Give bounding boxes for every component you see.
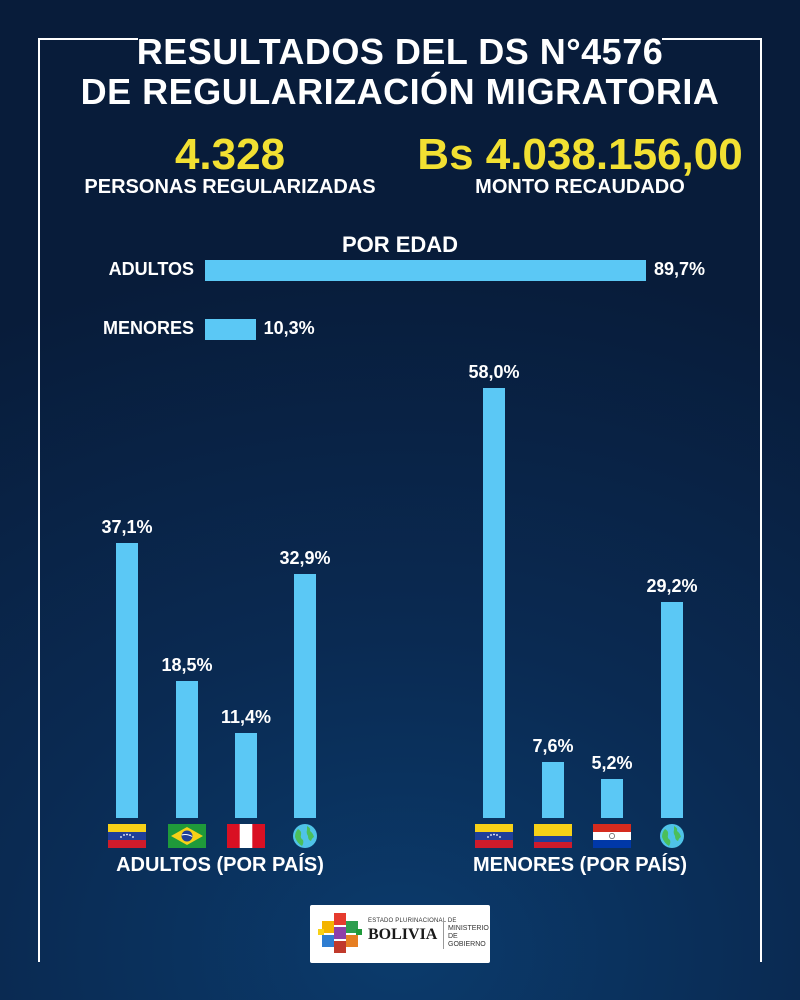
minors-value-venezuela: 58,0% xyxy=(468,362,520,382)
venezuela-flag-icon xyxy=(475,824,513,848)
logo-state-text: ESTADO PLURINACIONAL DE xyxy=(368,918,457,924)
adults-value-brazil: 18,5% xyxy=(161,654,213,675)
bolivia-government-logo: ESTADO PLURINACIONAL DE BOLIVIA MINISTER… xyxy=(310,905,490,963)
paraguay-flag-icon xyxy=(593,824,631,848)
age-label-adults: ADULTOS xyxy=(108,259,194,279)
brazil-flag-icon xyxy=(168,824,206,848)
venezuela-flag-icon xyxy=(108,824,146,848)
title-line-1: RESULTADOS DEL DS N°4576 xyxy=(136,31,664,72)
age-bar-minors xyxy=(205,319,256,340)
adults-bar-venezuela xyxy=(116,542,138,818)
adults-bar-brazil xyxy=(176,680,198,818)
minors-bar-other xyxy=(661,601,683,818)
age-value-minors: 10,3% xyxy=(263,318,315,338)
page-title: RESULTADOS DEL DS N°4576 DE REGULARIZACI… xyxy=(0,32,800,112)
age-chart-title: POR EDAD xyxy=(341,232,459,257)
colombia-flag-icon xyxy=(534,824,572,848)
age-bar-adults xyxy=(205,260,646,281)
age-value-adults: 89,7% xyxy=(654,259,706,279)
adults-value-peru: 11,4% xyxy=(220,707,272,728)
minors-bar-venezuela xyxy=(483,388,505,818)
persons-value: 4.328 xyxy=(174,130,286,179)
adults-group-label: ADULTOS (POR PAÍS) xyxy=(116,854,324,876)
adults-value-venezuela: 37,1% xyxy=(101,516,153,537)
minors-value-other: 29,2% xyxy=(646,575,698,596)
amount-label: MONTO RECAUDADO xyxy=(475,176,685,198)
minors-bar-colombia xyxy=(542,761,564,818)
adults-value-other: 32,9% xyxy=(279,548,331,569)
bolivia-emblem-icon xyxy=(318,913,362,953)
age-label-minors: MENORES xyxy=(102,318,194,338)
logo-bolivia-text: BOLIVIA xyxy=(368,926,438,943)
title-line-2: DE REGULARIZACIÓN MIGRATORIA xyxy=(80,71,720,112)
adults-bar-peru xyxy=(235,733,257,818)
adults-bar-other xyxy=(294,574,316,818)
minors-group-label: MENORES (POR PAÍS) xyxy=(472,854,688,876)
amount-value: Bs 4.038.156,00 xyxy=(417,130,743,179)
minors-value-colombia: 7,6% xyxy=(532,735,574,756)
persons-label: PERSONAS REGULARIZADAS xyxy=(84,176,376,198)
globe-icon xyxy=(660,824,684,848)
minors-bar-paraguay xyxy=(601,779,623,818)
minors-value-paraguay: 5,2% xyxy=(591,753,633,774)
logo-ministry-text: MINISTERIO DE GOBIERNO xyxy=(448,925,489,948)
globe-icon xyxy=(293,824,317,848)
peru-flag-icon xyxy=(227,824,265,848)
